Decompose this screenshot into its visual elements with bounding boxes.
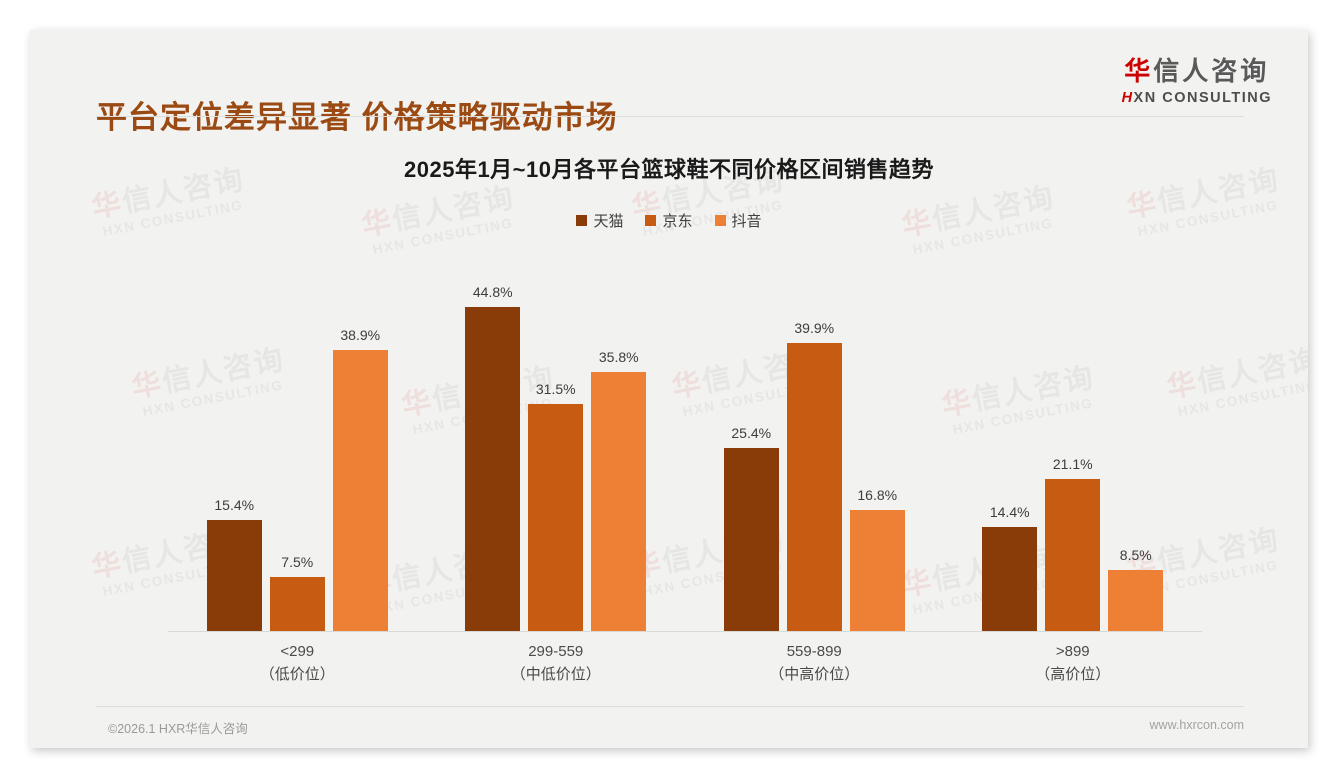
x-axis-label: >899 （高价位）: [944, 640, 1203, 687]
legend-item-3[interactable]: 抖音: [714, 210, 762, 231]
bar-group: 44.8% 31.5% 35.8%: [427, 248, 686, 631]
bar-column: 16.8%: [849, 248, 905, 631]
chart-legend: 天猫 京东 抖音: [30, 210, 1308, 231]
legend-label: 天猫: [593, 213, 624, 230]
chart-title: 2025年1月~10月各平台篮球鞋不同价格区间销售趋势: [404, 157, 934, 182]
footer-divider: [96, 706, 1244, 707]
legend-item-1[interactable]: 天猫: [576, 210, 623, 231]
bar-value-label: 35.8%: [598, 349, 639, 365]
x-axis-label: <299 （低价位）: [168, 640, 427, 687]
x-axis-label-range: <299: [280, 643, 315, 660]
header-divider: [96, 116, 1244, 117]
bar[interactable]: [849, 510, 905, 631]
x-axis-label-tier: （低价位）: [259, 666, 335, 684]
bar[interactable]: [206, 520, 262, 631]
bar-column: 14.4%: [982, 248, 1038, 631]
bar-value-label: 31.5%: [535, 381, 576, 397]
bar-group: 14.4% 21.1% 8.5%: [944, 248, 1203, 631]
x-axis-labels: <299 （低价位） 299-559 （中低价位） 559-899 （中高价位） >899 （…: [168, 640, 1202, 687]
bar-group-bars: 15.4% 7.5% 38.9%: [168, 248, 427, 631]
bar[interactable]: [332, 350, 388, 631]
bar-value-label: 15.4%: [214, 497, 255, 513]
brand-logo-cn-rest: 信人咨询: [1153, 56, 1270, 86]
bar-value-label: 21.1%: [1052, 456, 1093, 472]
brand-logo-cn: 华信人咨询: [1122, 58, 1272, 84]
bar[interactable]: [786, 343, 842, 631]
bar[interactable]: [723, 448, 779, 631]
bar-column: 21.1%: [1045, 248, 1101, 631]
bar-value-label: 44.8%: [472, 284, 513, 300]
brand-logo-en-accent: H: [1121, 90, 1134, 106]
legend-label: 抖音: [731, 213, 762, 230]
bar[interactable]: [591, 372, 647, 631]
footer-website: www.hxrcon.com: [1149, 718, 1244, 732]
legend-swatch-icon: [576, 215, 588, 226]
bar-value-label: 7.5%: [281, 554, 314, 570]
slide-canvas: 华信人咨询 HXN CONSULTING 华信人咨询 HXN CONSULTING 华信…: [30, 30, 1308, 748]
legend-label: 京东: [662, 213, 693, 230]
chart-plot-area: 15.4% 7.5% 38.9% 44.8% 31.5% 35.8% 25.4% 39.9% 1…: [30, 248, 1308, 632]
page-title: 平台定位差异显著 价格策略驱动市场: [96, 100, 618, 135]
bar[interactable]: [465, 307, 521, 631]
bar-value-label: 8.5%: [1119, 547, 1152, 563]
x-axis-line: [168, 631, 1202, 632]
bar-value-label: 38.9%: [340, 327, 381, 343]
bar-value-label: 14.4%: [989, 504, 1030, 520]
bar-column: 7.5%: [269, 248, 325, 631]
x-axis-label-tier: （高价位）: [1035, 666, 1111, 684]
bar-group: 15.4% 7.5% 38.9%: [168, 248, 427, 631]
legend-swatch-icon: [645, 215, 657, 226]
bar-column: 8.5%: [1108, 248, 1164, 631]
bar-value-label: 16.8%: [857, 487, 898, 503]
brand-logo-en-rest: XN CONSULTING: [1133, 90, 1272, 106]
x-axis-label: 559-899 （中高价位）: [685, 640, 944, 687]
bar[interactable]: [269, 577, 325, 631]
bar-column: 25.4%: [723, 248, 779, 631]
bar-column: 44.8%: [465, 248, 521, 631]
bar-column: 39.9%: [786, 248, 842, 631]
brand-logo: 华信人咨询 HXN CONSULTING: [1122, 58, 1272, 106]
bar[interactable]: [982, 527, 1038, 631]
footer-copyright: ©2026.1 HXR华信人咨询: [108, 722, 248, 736]
x-axis-label-range: 299-559: [528, 643, 584, 660]
bar-value-label: 25.4%: [731, 425, 772, 441]
brand-logo-cn-accent: 华: [1124, 56, 1154, 86]
bar-column: 31.5%: [528, 248, 584, 631]
brand-logo-en: HXN CONSULTING: [1122, 91, 1272, 106]
bar-group: 25.4% 39.9% 16.8%: [685, 248, 944, 631]
bar-column: 15.4%: [206, 248, 262, 631]
bar[interactable]: [1045, 479, 1101, 631]
bar-group-bars: 44.8% 31.5% 35.8%: [427, 248, 686, 631]
x-axis-label-range: >899: [1055, 643, 1090, 660]
slide-header: 平台定位差异显著 价格策略驱动市场 华信人咨询 HXN CONSULTING: [30, 30, 1308, 135]
x-axis-label: 299-559 （中低价位）: [427, 640, 686, 687]
bar-groups: 15.4% 7.5% 38.9% 44.8% 31.5% 35.8% 25.4% 39.9% 1…: [168, 248, 1202, 631]
bar-group-bars: 25.4% 39.9% 16.8%: [685, 248, 944, 631]
bar[interactable]: [528, 404, 584, 631]
legend-swatch-icon: [714, 215, 726, 226]
bar[interactable]: [1108, 570, 1164, 631]
bar-column: 38.9%: [332, 248, 388, 631]
legend-item-2[interactable]: 京东: [645, 210, 693, 231]
bar-group-bars: 14.4% 21.1% 8.5%: [944, 248, 1203, 631]
x-axis-label-tier: （中低价位）: [510, 666, 601, 684]
bar-column: 35.8%: [591, 248, 647, 631]
bar-value-label: 39.9%: [794, 320, 835, 336]
x-axis-label-tier: （中高价位）: [769, 666, 860, 684]
x-axis-label-range: 559-899: [786, 643, 842, 660]
